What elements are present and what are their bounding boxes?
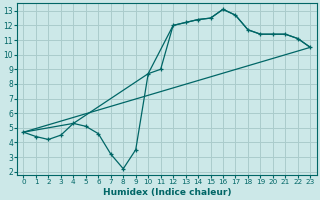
X-axis label: Humidex (Indice chaleur): Humidex (Indice chaleur) xyxy=(103,188,231,197)
